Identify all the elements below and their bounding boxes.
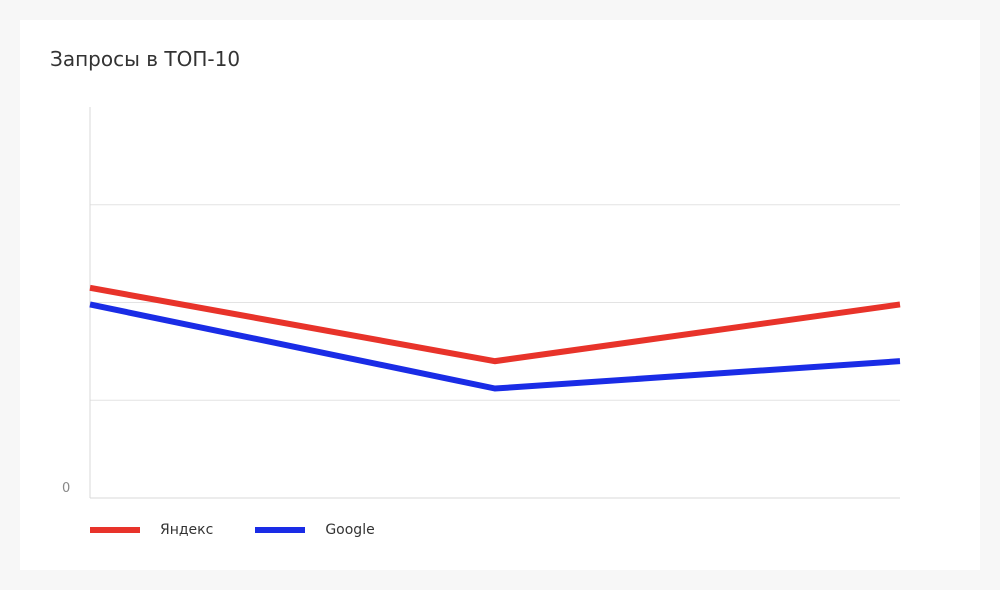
legend-swatch xyxy=(90,527,140,533)
chart-card: Запросы в ТОП-10 0 Яндекс Google xyxy=(20,20,980,570)
legend-item-google[interactable]: Google xyxy=(255,522,375,538)
axes xyxy=(89,107,900,499)
series-line-yandex xyxy=(89,284,901,365)
legend-label: Яндекс xyxy=(160,522,214,538)
legend: Яндекс Google xyxy=(90,520,417,540)
tick-labels: 0 xyxy=(62,481,70,496)
series-line-google xyxy=(89,301,901,392)
chart-title: Запросы в ТОП-10 xyxy=(50,47,241,71)
grid-lines xyxy=(90,204,900,401)
legend-label: Google xyxy=(325,522,375,538)
series-lines xyxy=(89,284,901,392)
y-tick-label: 0 xyxy=(62,481,70,496)
legend-swatch xyxy=(255,527,306,533)
line-chart: 0 xyxy=(62,107,901,499)
legend-item-yandex[interactable]: Яндекс xyxy=(90,522,213,538)
